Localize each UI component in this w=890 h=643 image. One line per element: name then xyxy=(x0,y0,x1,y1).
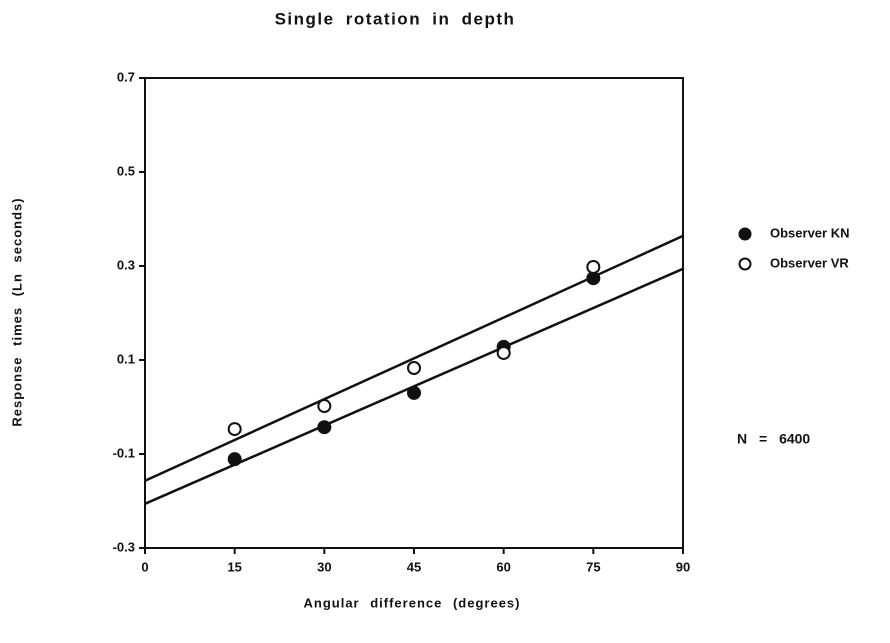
x-tick-label: 15 xyxy=(227,559,241,574)
legend-marker xyxy=(738,257,752,271)
x-tick-label: 45 xyxy=(407,559,421,574)
legend-label: Observer VR xyxy=(770,255,849,270)
point xyxy=(586,259,601,274)
plot-frame xyxy=(144,77,684,549)
x-tick-label: 60 xyxy=(496,559,510,574)
y-tick-label: 0.5 xyxy=(117,163,135,178)
y-axis-label: Response times (Ln seconds) xyxy=(9,197,24,426)
x-tick-label: 0 xyxy=(141,559,148,574)
annotation: N = 6400 xyxy=(737,431,810,447)
point xyxy=(227,452,242,467)
y-tick-label: -0.3 xyxy=(113,539,135,554)
y-tick-label: 0.3 xyxy=(117,257,135,272)
point xyxy=(227,422,242,437)
legend-marker xyxy=(738,227,752,241)
point xyxy=(496,345,511,360)
fit-line xyxy=(144,234,684,482)
point xyxy=(407,360,421,375)
point xyxy=(317,399,332,414)
y-tick-label: -0.1 xyxy=(113,445,135,460)
x-tick-label: 75 xyxy=(586,559,600,574)
legend-label: Observer KN xyxy=(770,225,849,240)
x-tick-label: 90 xyxy=(676,559,690,574)
point xyxy=(317,420,332,435)
chart-title: Single rotation in depth xyxy=(275,9,516,28)
x-axis-label: Angular difference (degrees) xyxy=(304,595,521,610)
y-tick-label: 0.7 xyxy=(117,69,135,84)
y-tick-label: 0.1 xyxy=(117,351,135,366)
point xyxy=(407,385,421,400)
x-tick-label: 30 xyxy=(317,559,331,574)
